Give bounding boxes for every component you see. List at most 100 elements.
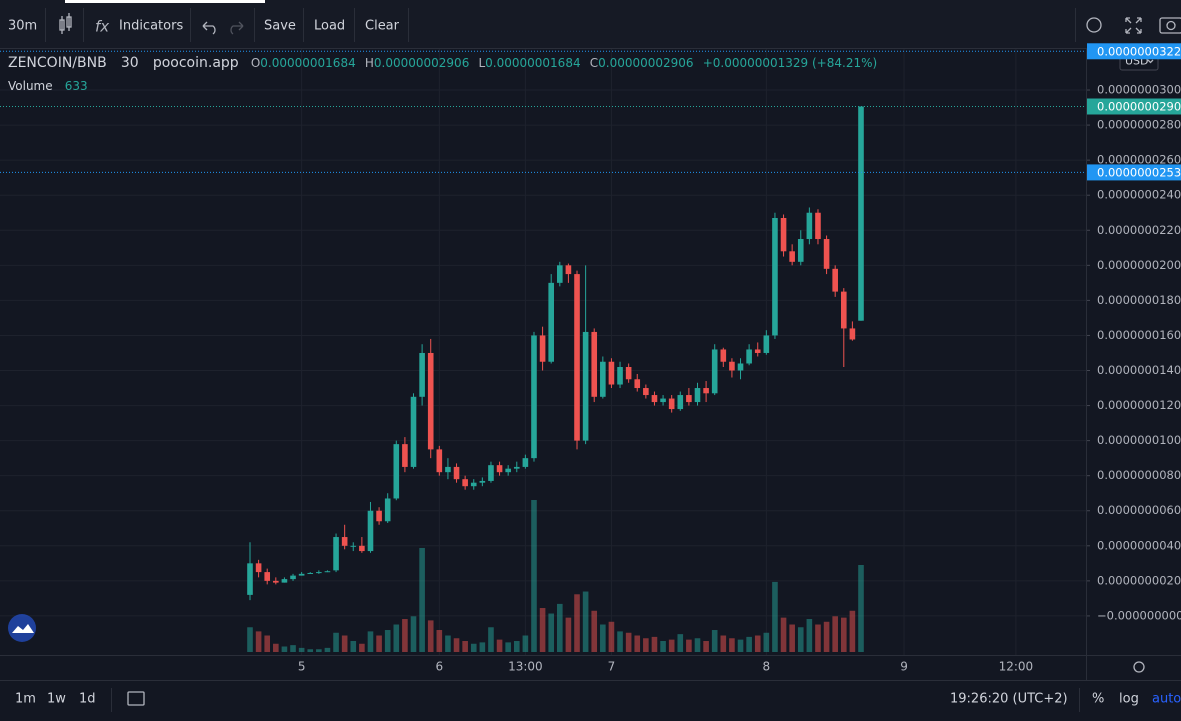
candle-body [668,398,675,410]
volume-legend: Volume 633 [8,79,88,94]
fullscreen-button[interactable] [1125,17,1142,34]
candle-body [522,458,529,467]
y-tick-label: 0.00000000600 [1097,503,1181,517]
x-tick-label: 12:00 [999,660,1034,674]
volume-bar [531,500,537,652]
volume-bar [255,631,262,652]
range-button[interactable]: 1d [79,692,96,707]
candle-body [763,335,770,353]
ohlc-label: C [590,56,598,70]
y-tick-label: 0.00000001400 [1097,363,1181,377]
candle-body [359,545,365,552]
range-button[interactable]: 1w [47,692,66,707]
candle-body [384,498,391,522]
candle-body [462,479,468,487]
candle-body [333,537,339,571]
indicators-button[interactable]: Indicators [119,19,183,34]
y-tick-label: 0.00000000400 [1097,538,1181,552]
candle-body [711,349,718,394]
settings-button[interactable] [1086,17,1102,33]
volume-bar [513,641,520,652]
auto-toggle[interactable]: auto [1152,692,1181,707]
y-tick-label: 0.00000001600 [1097,328,1181,342]
candle-body [651,395,658,403]
redo-button[interactable] [230,21,244,35]
candle-body [316,572,322,574]
volume-bar [797,627,804,652]
volume-bar [832,616,838,652]
legend-source: poocoin.app [153,55,239,71]
range-button[interactable]: 1m [15,692,36,707]
candle-body [470,482,477,487]
candle-body [264,572,271,581]
ohlc-value: 0.00000002906 [598,56,693,70]
icon [1166,20,1176,31]
candle-body [703,388,709,394]
volume-bar [789,624,795,652]
volume-bar [720,635,727,652]
volume-bar [625,632,632,652]
candle-body [393,444,400,499]
volume-bar [651,636,658,652]
icon [1159,17,1181,34]
y-tick-label: 0.00000003000 [1097,83,1181,97]
time-axis-settings[interactable] [1133,661,1145,673]
candle-body [617,366,623,385]
x-tick-label: 13:00 [508,660,543,674]
date-range-button[interactable] [127,691,145,706]
candle-body [531,335,537,459]
chart-type-button[interactable] [59,13,72,34]
clear-button[interactable]: Clear [365,19,400,34]
volume-bar [806,619,813,652]
candle-body [780,217,787,252]
interval-button[interactable]: 30m [8,19,37,34]
volume-bar [264,635,271,652]
clock: 19:26:20 (UTC+2) [950,692,1068,707]
volume-bar [668,639,675,652]
volume-bar [324,647,331,652]
volume-bar [359,643,365,652]
candle-body [496,465,503,473]
candle-body [574,274,580,441]
logo[interactable] [8,614,36,642]
volume-bar [453,638,460,652]
price-badge [1087,164,1181,181]
percent-toggle[interactable]: % [1092,692,1104,707]
candle-body [694,388,701,403]
volume-bar [462,641,468,652]
volume-bar [858,565,864,652]
candle-body [410,396,417,467]
volume-bar [729,638,735,652]
volume-bar [591,610,598,652]
volume-bar [341,635,348,652]
candle-body [419,352,425,397]
volume-bar [247,627,253,652]
volume-bar [496,639,503,652]
volume-bar [470,643,477,652]
candle-body [376,510,382,522]
volume-bar [754,635,761,652]
candle-body [823,239,830,269]
candle-body [840,291,847,329]
chart-pane: −0.00000000000 0.00000000200 0.00000000400… [0,49,1181,674]
volume-bar [660,641,666,652]
undo-button[interactable] [202,21,216,35]
load-button[interactable]: Load [314,19,345,34]
candle-body [789,251,795,262]
volume-bar [849,610,856,652]
y-tick-label: 0.00000002000 [1097,258,1181,272]
y-tick-label: 0.00000002400 [1097,188,1181,202]
candle-body [427,352,434,450]
save-button[interactable]: Save [264,19,296,34]
price-badge [1087,98,1181,115]
volume-bar [582,591,589,652]
log-toggle[interactable]: log [1119,692,1139,707]
volume-bar [419,547,425,652]
candle-body [513,466,520,469]
screenshot-button[interactable] [1159,17,1181,34]
volume-bar [488,627,494,652]
volume-bar [548,613,554,652]
fx-icon[interactable]: fx [95,18,109,36]
